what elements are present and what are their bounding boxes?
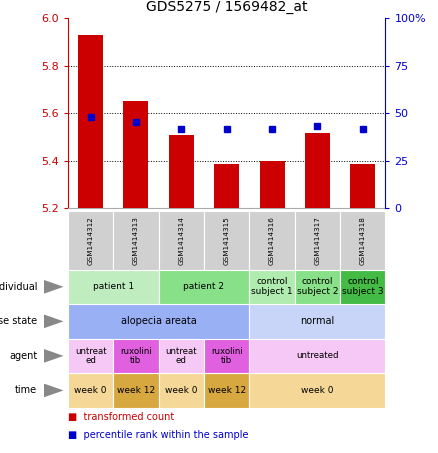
Bar (249, 373, 385, 408)
Bar (113, 211, 159, 270)
Bar (78, 35, 103, 208)
Bar (159, 270, 249, 304)
Bar (305, 134, 330, 208)
Bar (249, 270, 295, 304)
Bar (340, 270, 385, 304)
Text: week 0: week 0 (74, 386, 107, 395)
Text: week 12: week 12 (117, 386, 155, 395)
Bar (204, 373, 249, 408)
Bar (249, 211, 295, 270)
Text: week 0: week 0 (165, 386, 198, 395)
Title: GDS5275 / 1569482_at: GDS5275 / 1569482_at (146, 0, 307, 14)
Text: control
subject 1: control subject 1 (251, 277, 293, 296)
Bar (204, 339, 249, 373)
Bar (214, 164, 239, 208)
Text: ■  transformed count: ■ transformed count (68, 412, 174, 422)
Text: agent: agent (9, 351, 37, 361)
Text: time: time (15, 386, 37, 395)
Text: normal: normal (300, 316, 335, 326)
Text: week 0: week 0 (301, 386, 334, 395)
Bar (295, 270, 340, 304)
Text: GSM1414313: GSM1414313 (133, 216, 139, 265)
Text: GSM1414316: GSM1414316 (269, 216, 275, 265)
Bar (68, 304, 249, 339)
Bar (68, 339, 113, 373)
Text: GSM1414312: GSM1414312 (88, 216, 94, 265)
Bar (159, 211, 204, 270)
Bar (249, 339, 385, 373)
Text: patient 2: patient 2 (184, 282, 225, 291)
Bar (113, 373, 159, 408)
Bar (68, 373, 113, 408)
Bar (350, 164, 375, 208)
Bar (204, 211, 249, 270)
Bar (68, 211, 113, 270)
Text: ruxolini
tib: ruxolini tib (211, 347, 243, 365)
Text: disease state: disease state (0, 316, 37, 326)
Text: individual: individual (0, 282, 37, 292)
Bar (113, 339, 159, 373)
Text: GSM1414314: GSM1414314 (178, 216, 184, 265)
Polygon shape (44, 280, 64, 294)
Bar (169, 135, 194, 208)
Text: week 12: week 12 (208, 386, 246, 395)
Text: GSM1414317: GSM1414317 (314, 216, 320, 265)
Bar (260, 161, 285, 208)
Text: untreat
ed: untreat ed (75, 347, 106, 365)
Bar (249, 304, 385, 339)
Bar (159, 339, 204, 373)
Text: control
subject 3: control subject 3 (342, 277, 384, 296)
Polygon shape (44, 384, 64, 397)
Text: patient 1: patient 1 (93, 282, 134, 291)
Bar (124, 101, 148, 208)
Text: alopecia areata: alopecia areata (121, 316, 197, 326)
Polygon shape (44, 349, 64, 363)
Text: GSM1414318: GSM1414318 (360, 216, 366, 265)
Text: control
subject 2: control subject 2 (297, 277, 338, 296)
Bar (68, 270, 159, 304)
Text: untreated: untreated (296, 352, 339, 361)
Text: untreat
ed: untreat ed (166, 347, 197, 365)
Bar (340, 211, 385, 270)
Text: ruxolini
tib: ruxolini tib (120, 347, 152, 365)
Polygon shape (44, 314, 64, 328)
Bar (295, 211, 340, 270)
Bar (159, 373, 204, 408)
Text: ■  percentile rank within the sample: ■ percentile rank within the sample (68, 430, 248, 440)
Text: GSM1414315: GSM1414315 (224, 216, 230, 265)
